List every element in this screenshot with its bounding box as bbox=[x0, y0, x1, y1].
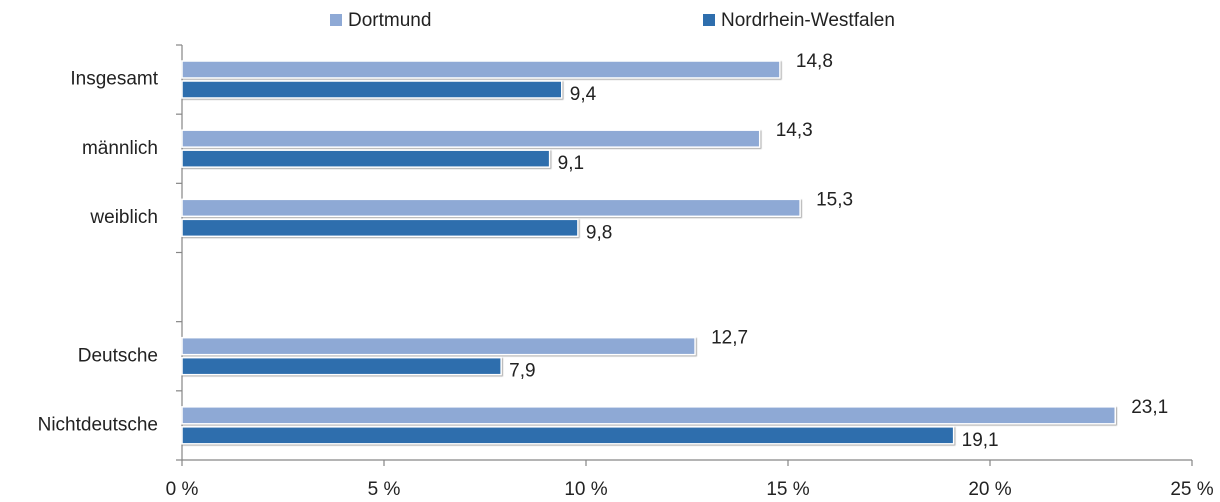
y-tick-label: Deutsche bbox=[78, 345, 158, 366]
data-label: 7,9 bbox=[509, 361, 535, 382]
x-tick-label: 5 % bbox=[368, 479, 401, 500]
y-tick-label: weiblich bbox=[89, 207, 158, 228]
bar bbox=[181, 129, 761, 148]
data-label: 14,3 bbox=[776, 120, 813, 141]
bar bbox=[181, 198, 801, 218]
bar bbox=[181, 356, 502, 376]
data-label: 9,1 bbox=[558, 153, 584, 174]
bar bbox=[181, 80, 563, 99]
legend-swatch bbox=[703, 14, 715, 26]
data-label: 9,8 bbox=[586, 222, 612, 243]
data-label: 15,3 bbox=[816, 189, 853, 210]
bar bbox=[181, 218, 579, 238]
legend-label: Dortmund bbox=[348, 10, 431, 31]
bar bbox=[181, 406, 1116, 425]
y-tick-label: Insgesamt bbox=[70, 69, 158, 90]
bar bbox=[181, 149, 551, 168]
x-tick-label: 0 % bbox=[166, 479, 199, 500]
data-label: 23,1 bbox=[1131, 397, 1168, 418]
legend-label: Nordrhein-Westfalen bbox=[721, 10, 895, 31]
y-tick-label: Nichtdeutsche bbox=[38, 414, 158, 435]
y-tick-label: männlich bbox=[82, 138, 158, 159]
x-tick-label: 10 % bbox=[564, 479, 607, 500]
x-tick-label: 25 % bbox=[1170, 479, 1213, 500]
x-tick-label: 15 % bbox=[766, 479, 809, 500]
legend-swatch bbox=[330, 14, 342, 26]
bar bbox=[181, 336, 696, 356]
x-tick-label: 20 % bbox=[968, 479, 1011, 500]
data-label: 9,4 bbox=[570, 84, 597, 105]
bar bbox=[181, 426, 955, 445]
data-label: 19,1 bbox=[962, 430, 999, 451]
bar bbox=[181, 60, 781, 79]
data-label: 12,7 bbox=[711, 328, 748, 349]
data-label: 14,8 bbox=[796, 51, 833, 72]
